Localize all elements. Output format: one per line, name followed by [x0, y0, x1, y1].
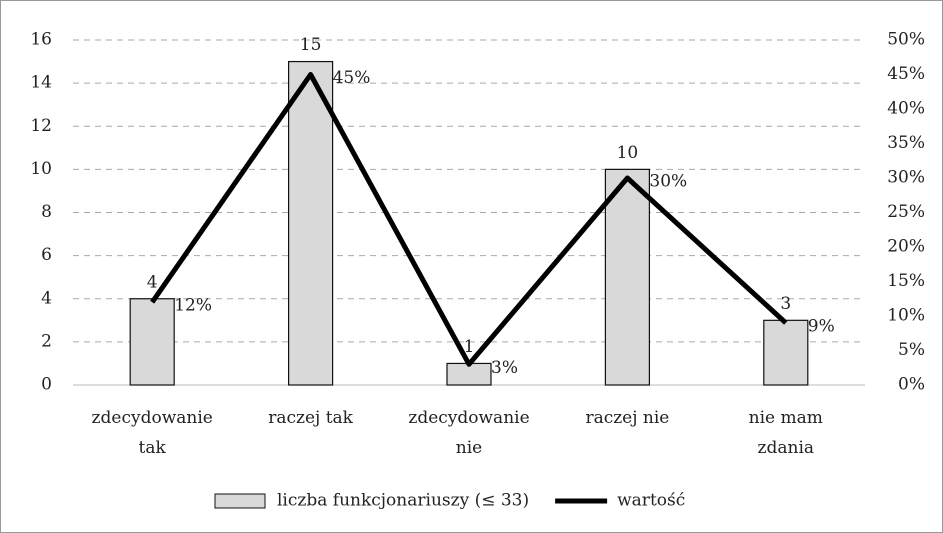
y-tick-label: 16	[30, 30, 52, 50]
x-tick-label: zdecydowanie nie	[408, 408, 529, 458]
y2-tick-label: 10%	[887, 306, 925, 326]
y2-tick-label: 50%	[887, 30, 925, 50]
y-tick-label: 4	[41, 288, 52, 308]
x-tick-label: nie mam zdania	[749, 408, 823, 458]
y-tick-label: 0	[41, 375, 52, 395]
x-tick-label: raczej nie	[585, 408, 669, 428]
bar	[604, 168, 651, 386]
y2-tick-label: 35%	[887, 133, 925, 153]
line-value-label: 30%	[649, 172, 687, 192]
y2-tick-label: 40%	[887, 99, 925, 119]
y-tick-label: 8	[41, 202, 52, 222]
y2-tick-label: 15%	[887, 271, 925, 291]
bar	[288, 60, 334, 386]
line-value-label: 3%	[491, 358, 518, 378]
bar-value-label: 15	[300, 35, 322, 55]
legend-swatch	[214, 493, 266, 509]
x-tick-label: zdecydowanie tak	[92, 408, 213, 458]
line-value-label: 9%	[808, 316, 835, 336]
y-tick-label: 12	[30, 116, 52, 136]
bar-value-label: 4	[147, 272, 158, 292]
y2-tick-label: 45%	[887, 64, 925, 84]
y-tick-label: 14	[30, 73, 52, 93]
line-value-label: 45%	[333, 68, 371, 88]
bar	[129, 298, 175, 386]
line-value-label: 12%	[174, 296, 212, 316]
bar-value-label: 3	[780, 294, 791, 314]
legend-label: liczba funkcjonariuszy (≤ 33)	[277, 491, 529, 511]
legend-label: wartość	[617, 491, 685, 511]
y2-tick-label: 30%	[887, 168, 925, 188]
y2-tick-label: 25%	[887, 202, 925, 222]
x-tick-label: raczej tak	[268, 408, 353, 428]
y2-tick-label: 5%	[898, 340, 925, 360]
bar	[763, 319, 809, 386]
y2-tick-label: 20%	[887, 237, 925, 257]
y2-tick-label: 0%	[898, 375, 925, 395]
y-tick-label: 2	[41, 331, 52, 351]
bar-value-label: 1	[464, 337, 475, 357]
y-tick-label: 6	[41, 245, 52, 265]
line	[150, 72, 788, 367]
bar-value-label: 10	[617, 143, 639, 163]
y-tick-label: 10	[30, 159, 52, 179]
